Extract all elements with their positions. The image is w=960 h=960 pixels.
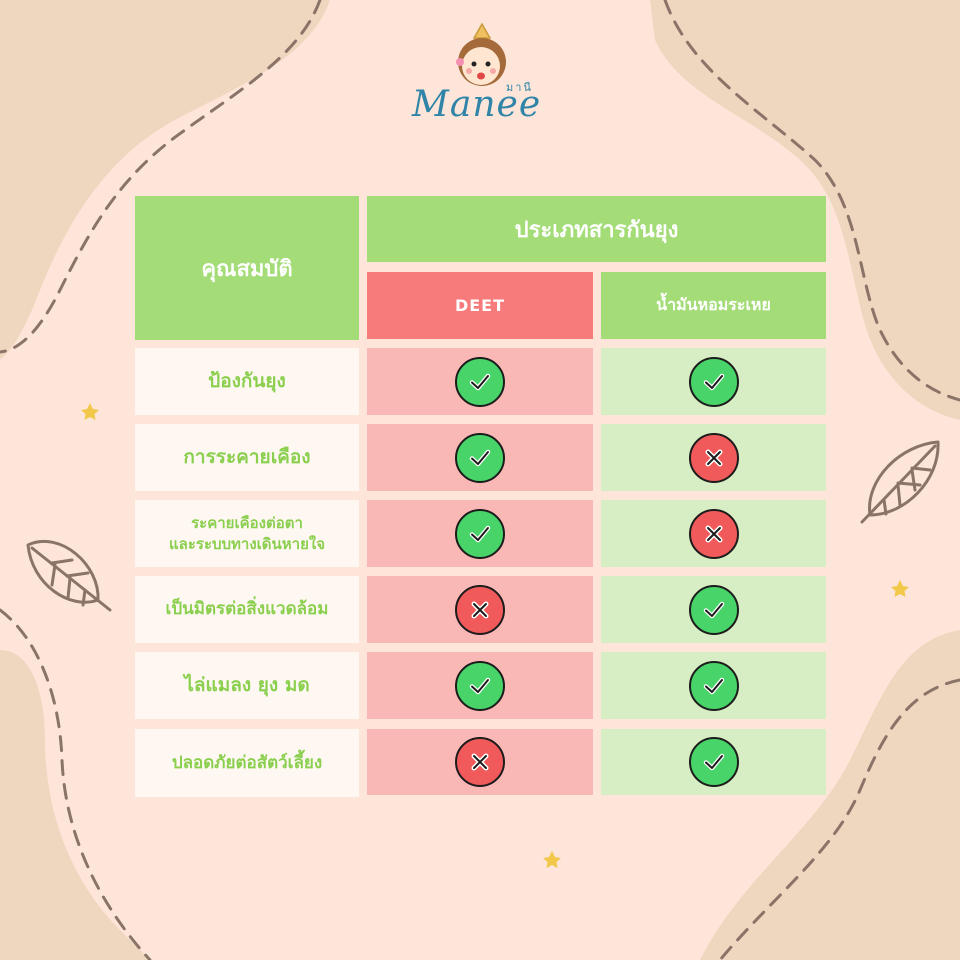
cross-circle-icon (688, 508, 739, 559)
brand-logo: Manee มานี (400, 22, 560, 125)
check-circle-icon (688, 660, 739, 711)
brand-name-thai: มานี (506, 81, 533, 94)
oil-cell (601, 424, 826, 491)
top-left-blob (0, 0, 330, 360)
leaf-icon (860, 440, 940, 524)
leaf-icon (26, 539, 112, 612)
group-header-label: ประเภทสารกันยุง (514, 217, 679, 243)
row-label-text: ป้องกันยุง (208, 369, 286, 392)
check-circle-icon (688, 356, 739, 407)
check-circle-icon (688, 584, 739, 635)
oil-cell (601, 348, 826, 415)
brand-name: Manee (412, 84, 542, 125)
bottom-left-blob (0, 650, 150, 960)
deet-cell (367, 348, 593, 415)
oil-cell (601, 729, 826, 795)
row-label-text: ระคายเคืองต่อตา และระบบทางเดินหายใจ (168, 514, 326, 553)
row-label: การระคายเคือง (135, 424, 359, 491)
check-circle-icon (688, 737, 739, 787)
column-header-deet-label: DEET (454, 296, 506, 315)
row-label: ระคายเคืองต่อตา และระบบทางเดินหายใจ (135, 500, 359, 567)
oil-cell (601, 652, 826, 719)
oil-cell (601, 500, 826, 567)
check-circle-icon (455, 356, 505, 407)
property-header: คุณสมบัติ (135, 196, 359, 340)
cross-circle-icon (455, 584, 505, 635)
deet-cell (367, 500, 593, 567)
mascot-face-icon (456, 22, 506, 86)
oil-cell (601, 576, 826, 643)
check-circle-icon (455, 508, 505, 559)
row-label-text: การระคายเคือง (183, 445, 311, 468)
column-header-deet: DEET (367, 272, 593, 339)
deet-cell (367, 652, 593, 719)
bottom-right-blob (700, 630, 960, 960)
deet-cell (367, 729, 593, 795)
property-header-label: คุณสมบัติ (201, 256, 293, 282)
deet-cell (367, 576, 593, 643)
row-label: ไล่แมลง ยุง มด (135, 652, 359, 719)
dashed-path-left (0, 0, 322, 354)
row-label: ปลอดภัยต่อสัตว์เลี้ยง (135, 729, 359, 797)
row-label-text: ปลอดภัยต่อสัตว์เลี้ยง (171, 752, 323, 773)
star-icon (891, 580, 909, 597)
column-header-oil: น้ำมันหอมระเหย (601, 272, 826, 339)
star-icon (81, 403, 99, 420)
cross-circle-icon (455, 737, 505, 787)
dashed-path-bottom-right (718, 678, 960, 960)
top-right-blob (650, 0, 960, 420)
row-label-text: เป็นมิตรต่อสิ่งแวดล้อม (165, 599, 329, 620)
row-label: เป็นมิตรต่อสิ่งแวดล้อม (135, 576, 359, 643)
deet-cell (367, 424, 593, 491)
group-header: ประเภทสารกันยุง (367, 196, 826, 262)
dashed-path-bottom-left (0, 608, 152, 960)
row-label: ป้องกันยุง (135, 348, 359, 415)
row-label-text: ไล่แมลง ยุง มด (184, 673, 310, 696)
cross-circle-icon (688, 432, 739, 483)
check-circle-icon (455, 660, 505, 711)
star-icon (543, 851, 561, 868)
column-header-oil-label: น้ำมันหอมระเหย (656, 295, 771, 314)
check-circle-icon (455, 432, 505, 483)
